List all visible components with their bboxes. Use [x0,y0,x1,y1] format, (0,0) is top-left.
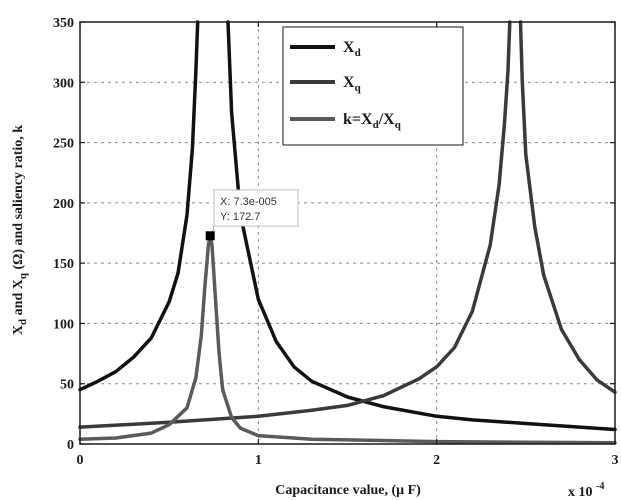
y-tick-label: 200 [53,197,74,212]
ticks [79,21,616,445]
x-tick-label: 0 [77,453,84,468]
series-line-0-segment-1 [226,20,617,432]
x-tick-label: 2 [433,453,440,468]
plot-frame [79,21,616,445]
x-axis-label: Capacitance value, (μ F) [275,483,421,498]
datatip-x-text: X: 7.3e-005 [220,196,277,208]
y-axis-label-group: Xd and Xq (Ω) and saliency ratio, k [11,125,29,335]
y-tick-label: 150 [53,257,74,272]
tick-labels: 0 1 2 3 0 50 100 150 200 250 300 350 [53,16,619,468]
x-axis-multiplier: x 10 -4 [568,481,604,500]
y-tick-label: 50 [60,378,74,393]
y-tick-label: 0 [67,438,74,453]
y-axis-label: Xd and Xq (Ω) and saliency ratio, k [11,125,29,335]
x-tick-label: 1 [255,453,262,468]
y-tick-label: 100 [53,317,74,332]
datatip-y-text: Y: 172.7 [220,211,260,223]
y-tick-label: 250 [53,137,74,152]
datatip[interactable]: X: 7.3e-005 Y: 172.7 [205,189,299,241]
x-tick-label: 3 [612,453,619,468]
x-axis-multiplier-base: x 10 [568,485,593,500]
series-line-2-segment-0 [78,234,617,445]
datatip-marker[interactable] [205,231,215,241]
x-axis-multiplier-exponent: -4 [596,481,604,492]
y-tick-label: 300 [53,76,74,91]
series-line-1-segment-0 [78,20,512,429]
datatip-box [213,189,299,227]
legend-label-k: k=Xd/Xq [343,111,402,131]
series-line-1-segment-1 [518,20,617,394]
series-line-0-segment-0 [78,20,200,392]
y-tick-label: 350 [53,16,74,31]
series-layer [78,20,617,445]
legend: Xd Xq k=Xd/Xq [282,26,464,146]
